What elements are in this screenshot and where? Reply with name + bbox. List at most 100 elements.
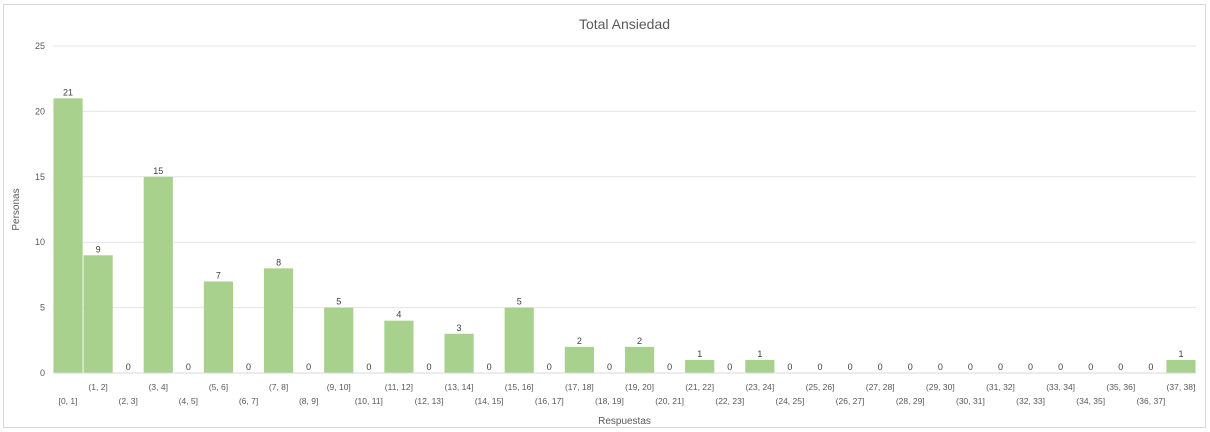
data-label: 0 [1088,362,1093,372]
data-label: 0 [487,362,492,372]
bar [685,359,715,373]
bar [143,176,173,373]
data-label: 7 [216,270,221,280]
x-category-label: (22, 23] [715,396,744,406]
x-category-label: (17, 18] [565,382,594,392]
x-category-label: (27, 28] [866,382,895,392]
y-tick-label: 5 [40,303,45,313]
x-category-label: (24, 25] [776,396,805,406]
data-label: 0 [908,362,913,372]
data-label: 8 [276,257,281,267]
y-tick-label: 10 [35,237,45,247]
data-label: 4 [396,310,401,320]
x-category-label: (4, 5] [179,396,198,406]
x-category-label: (19, 20] [625,382,654,392]
y-tick-label: 25 [35,41,45,51]
x-category-label: (3, 4] [149,382,168,392]
y-axis-ticks: 0 5 10 15 20 25 [35,41,45,378]
data-label: 9 [96,244,101,254]
data-label: 0 [667,362,672,372]
bar [264,268,294,373]
data-label: 1 [697,349,702,359]
x-category-label: (28, 29] [896,396,925,406]
x-category-label: (23, 24] [745,382,774,392]
data-label: 0 [998,362,1003,372]
data-label: 5 [517,297,522,307]
data-label: 0 [607,362,612,372]
bar [53,98,83,373]
bar [504,307,534,373]
x-category-label: (26, 27] [836,396,865,406]
data-label: 15 [153,166,163,176]
y-axis-title: Personas [11,188,22,230]
x-category-label: (14, 15] [475,396,504,406]
bar [1166,359,1196,373]
data-label: 0 [306,362,311,372]
bar [384,320,414,373]
data-label: 0 [938,362,943,372]
data-label: 5 [336,297,341,307]
data-label: 0 [426,362,431,372]
x-category-label: (11, 12] [385,382,413,392]
x-category-label: (12, 13] [415,396,444,406]
x-category-label: (15, 16] [505,382,534,392]
data-label: 1 [757,349,762,359]
gridlines [53,45,1196,309]
x-category-label: (5, 6] [209,382,228,392]
data-label: 0 [878,362,883,372]
bar [203,281,234,373]
x-category-label: (32, 33] [1016,396,1045,406]
chart-title: Total Ansiedad [579,16,670,32]
data-label: 0 [1058,362,1063,372]
x-axis-title: Respuestas [598,416,651,427]
y-tick-label: 20 [35,106,45,116]
x-category-label: (10, 11] [355,396,383,406]
bar [444,333,474,373]
data-label: 0 [848,362,853,372]
x-category-label: (7, 8] [269,382,288,392]
x-category-label: (30, 31] [956,396,985,406]
data-label: 1 [1178,349,1183,359]
x-category-label: (16, 17] [535,396,564,406]
data-label: 0 [968,362,973,372]
x-category-label: (6, 7] [239,396,258,406]
x-category-label: [0, 1] [59,396,78,406]
bars [53,98,1196,373]
x-category-label: (2, 3] [119,396,138,406]
data-label: 2 [637,336,642,346]
data-label: 0 [126,362,131,372]
x-category-label: (18, 19] [595,396,624,406]
x-category-label: (33, 34] [1046,382,1075,392]
y-tick-label: 0 [40,368,45,378]
bar [324,307,354,373]
x-category-label: (9, 10] [327,382,351,392]
x-category-label: (20, 21] [655,396,684,406]
x-category-label: (34, 35] [1076,396,1105,406]
x-category-label: (35, 36] [1106,382,1135,392]
bar [83,255,113,373]
data-label: 0 [547,362,552,372]
x-category-label: (1, 2] [88,382,107,392]
data-label: 0 [818,362,823,372]
bar [745,359,775,373]
data-label: 0 [1118,362,1123,372]
x-category-label: (25, 26] [806,382,835,392]
data-label: 3 [457,323,462,333]
chart-frame: 21 9 0 15 0 7 0 8 0 5 0 4 0 3 0 5 0 2 0 2 0 1 0 1 0 0 0 0 0 0 0 0 0 0 0 0 0 1… [3,4,1206,428]
data-label: 21 [63,87,73,97]
x-category-label: (37, 38] [1167,382,1196,392]
data-label: 0 [727,362,732,372]
bar [564,346,594,373]
data-label: 0 [1028,362,1033,372]
data-label: 0 [186,362,191,372]
x-category-label: (13, 14] [445,382,474,392]
data-label: 2 [577,336,582,346]
bar [624,346,655,373]
x-category-label: (8, 9] [299,396,318,406]
x-category-label: (31, 32] [986,382,1015,392]
x-category-label: (36, 37] [1136,396,1165,406]
x-category-label: (21, 22] [685,382,714,392]
x-category-label: (29, 30] [926,382,955,392]
y-tick-label: 15 [35,172,45,182]
